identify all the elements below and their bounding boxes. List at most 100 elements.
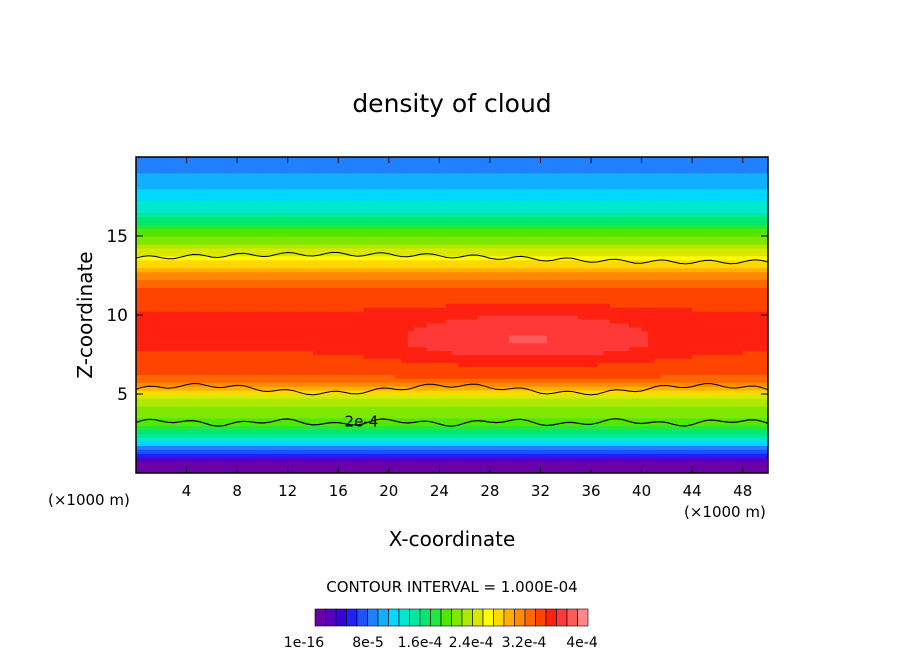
density-cell bbox=[565, 413, 573, 419]
density-cell bbox=[489, 425, 497, 431]
density-cell bbox=[230, 417, 238, 423]
density-cell bbox=[243, 350, 251, 356]
density-cell bbox=[742, 429, 750, 435]
density-cell bbox=[572, 374, 579, 379]
density-cell bbox=[666, 279, 674, 284]
density-cell bbox=[136, 283, 143, 288]
density-cell bbox=[761, 326, 768, 332]
density-cell bbox=[635, 421, 643, 427]
density-cell bbox=[426, 457, 434, 462]
density-cell bbox=[230, 283, 238, 288]
density-cell bbox=[628, 370, 636, 375]
density-cell bbox=[489, 307, 497, 312]
density-cell bbox=[622, 469, 630, 473]
density-cell bbox=[673, 449, 681, 454]
density-cell bbox=[489, 287, 497, 292]
density-cell bbox=[730, 307, 737, 312]
density-cell bbox=[186, 350, 194, 356]
density-cell bbox=[325, 358, 333, 363]
density-cell bbox=[666, 469, 674, 473]
density-cell bbox=[610, 366, 617, 371]
density-cell bbox=[622, 311, 630, 316]
density-cell bbox=[591, 457, 598, 462]
density-cell bbox=[300, 362, 308, 367]
density-cell bbox=[180, 394, 188, 399]
density-cell bbox=[167, 318, 175, 324]
density-cell bbox=[749, 437, 756, 442]
density-cell bbox=[508, 318, 516, 324]
density-cell bbox=[698, 374, 706, 379]
density-cell bbox=[603, 322, 611, 328]
density-cell bbox=[717, 413, 725, 419]
density-cell bbox=[584, 338, 592, 344]
density-cell bbox=[275, 291, 282, 296]
density-cell bbox=[205, 354, 213, 360]
density-cell bbox=[407, 303, 415, 308]
density-cell bbox=[742, 358, 750, 363]
density-cell bbox=[496, 370, 504, 375]
density-cell bbox=[199, 346, 207, 352]
density-cell bbox=[433, 405, 440, 411]
density-cell bbox=[344, 322, 352, 328]
density-cell bbox=[603, 457, 611, 462]
density-cell bbox=[268, 299, 276, 304]
density-cell bbox=[211, 469, 219, 473]
density-cell bbox=[458, 429, 466, 435]
density-cell bbox=[489, 378, 497, 383]
density-cell bbox=[350, 374, 358, 379]
density-cell bbox=[186, 429, 194, 435]
density-cell bbox=[420, 409, 428, 415]
density-cell bbox=[230, 322, 238, 328]
density-cell bbox=[433, 350, 440, 356]
density-cell bbox=[407, 378, 415, 383]
density-cell bbox=[553, 334, 561, 340]
density-cell bbox=[275, 413, 282, 419]
density-cell bbox=[344, 287, 352, 292]
density-cell bbox=[230, 421, 238, 427]
density-cell bbox=[635, 330, 643, 336]
density-cell bbox=[742, 307, 750, 312]
density-cell bbox=[275, 358, 282, 363]
density-cell bbox=[363, 374, 371, 379]
density-cell bbox=[603, 394, 611, 399]
density-cell bbox=[344, 279, 352, 284]
density-cell bbox=[142, 453, 150, 458]
density-cell bbox=[376, 334, 384, 340]
density-cell bbox=[249, 291, 257, 296]
density-cell bbox=[294, 295, 301, 300]
density-cell bbox=[685, 382, 693, 387]
density-cell bbox=[331, 307, 339, 312]
density-cell bbox=[521, 469, 529, 473]
density-cell bbox=[167, 303, 175, 308]
density-cell bbox=[515, 397, 523, 403]
density-cell bbox=[730, 421, 737, 427]
density-cell bbox=[673, 315, 681, 320]
density-cell bbox=[742, 342, 750, 348]
density-cell bbox=[647, 354, 655, 360]
density-cell bbox=[407, 374, 415, 379]
density-cell bbox=[249, 413, 257, 419]
density-cell bbox=[388, 390, 396, 395]
density-cell bbox=[553, 358, 561, 363]
density-cell bbox=[433, 370, 440, 375]
density-cell bbox=[376, 370, 384, 375]
density-cell bbox=[439, 342, 447, 348]
density-cell bbox=[211, 318, 219, 324]
density-cell bbox=[237, 405, 245, 411]
density-cell bbox=[306, 346, 314, 352]
density-cell bbox=[742, 291, 750, 296]
density-cell bbox=[249, 322, 257, 328]
density-cell bbox=[749, 311, 756, 316]
density-cell bbox=[603, 291, 611, 296]
density-cell bbox=[161, 457, 169, 462]
density-cell bbox=[319, 425, 327, 431]
density-cell bbox=[287, 425, 295, 431]
density-cell bbox=[540, 342, 548, 348]
density-cell bbox=[540, 433, 548, 439]
density-cell bbox=[357, 413, 365, 419]
density-cell bbox=[338, 433, 346, 439]
density-cell bbox=[281, 291, 289, 296]
density-cell bbox=[521, 283, 529, 288]
density-cell bbox=[243, 366, 251, 371]
density-cell bbox=[540, 386, 548, 391]
